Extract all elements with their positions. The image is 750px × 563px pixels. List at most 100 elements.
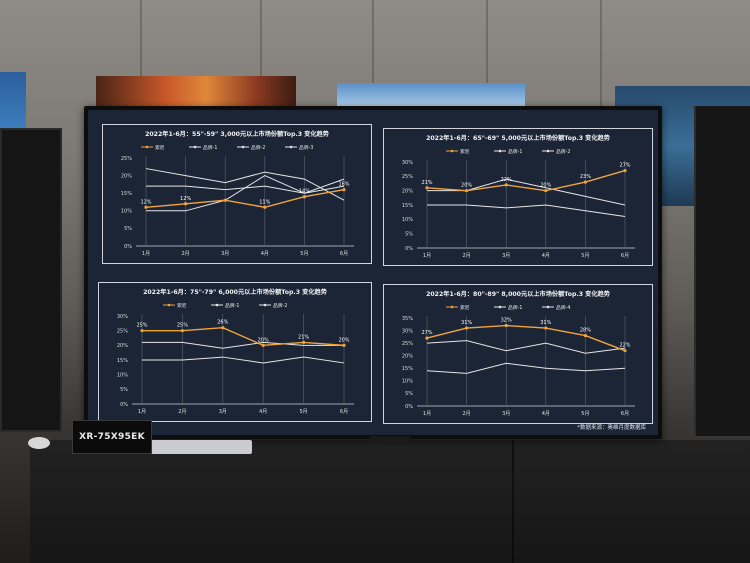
y-tick-label: 10% <box>402 217 413 223</box>
x-tick-label: 5月 <box>581 411 589 417</box>
x-tick-label: 2月 <box>463 411 471 417</box>
data-label: 27% <box>421 330 432 336</box>
series-line <box>426 169 626 192</box>
legend-label: 品牌-2 <box>273 302 287 309</box>
data-label: 25% <box>177 323 188 329</box>
x-tick-label: 2月 <box>463 253 471 259</box>
chart-75-79: 2022年1-6月：75"-79" 6,000元以上市场份额Top.3 变化趋势… <box>98 282 372 422</box>
series-line <box>142 356 345 364</box>
x-tick-label: 6月 <box>340 409 348 415</box>
series-point <box>302 195 306 199</box>
legend-dot <box>215 303 219 307</box>
panel-border <box>383 128 653 266</box>
series-point <box>180 329 184 333</box>
series-line <box>146 175 345 212</box>
x-tick-label: 3月 <box>502 411 510 417</box>
data-label: 14% <box>299 189 310 195</box>
series-point <box>144 205 148 209</box>
y-tick-label: 25% <box>121 156 132 162</box>
panel-border <box>383 284 653 424</box>
y-tick-label: 15% <box>402 203 413 209</box>
chart-panel-4: 2022年1-6月：80"-89" 8,000元以上市场份额Top.3 变化趋势… <box>383 284 653 424</box>
series-point <box>342 343 346 347</box>
chart-title: 2022年1-6月：55"-59" 3,000元以上市场份额Top.3 变化趋势 <box>145 130 330 138</box>
series-line <box>145 168 345 201</box>
y-tick-label: 25% <box>117 328 128 334</box>
series-point <box>504 183 508 187</box>
x-tick-label: 3月 <box>502 253 510 259</box>
chart-title: 2022年1-6月：75"-79" 6,000元以上市场份额Top.3 变化趋势 <box>143 288 328 296</box>
chart-panel-2: 2022年1-6月：65"-69" 5,000元以上市场份额Top.3 变化趋势… <box>383 128 653 266</box>
series-point <box>465 326 469 330</box>
y-tick-label: 30% <box>402 160 413 166</box>
legend-dot <box>241 145 245 149</box>
legend-dot <box>498 149 502 153</box>
series-point <box>221 326 225 330</box>
y-tick-label: 10% <box>402 379 413 385</box>
y-tick-label: 20% <box>117 343 128 349</box>
sky-photo <box>337 83 525 110</box>
legend-label: 品牌-3 <box>299 144 313 151</box>
legend-dot <box>450 305 454 309</box>
data-label: 21% <box>298 334 309 340</box>
series-point <box>583 334 587 338</box>
series-line <box>426 324 626 352</box>
series-line <box>427 204 626 217</box>
data-label: 20% <box>540 183 551 189</box>
table-fold <box>512 440 514 563</box>
data-label: 20% <box>258 337 269 343</box>
series-point <box>342 188 346 192</box>
legend-label: 品牌-4 <box>556 304 570 311</box>
data-label: 12% <box>180 196 191 202</box>
chart-55-59: 2022年1-6月：55"-59" 3,000元以上市场份额Top.3 变化趋势… <box>102 124 372 264</box>
wall-seam <box>486 0 488 120</box>
series-point <box>302 340 306 344</box>
legend-dot <box>193 145 197 149</box>
tv-stand <box>370 436 410 442</box>
x-tick-label: 1月 <box>423 253 431 259</box>
wall-seam <box>140 0 142 120</box>
chart-panel-3: 2022年1-6月：75"-79" 6,000元以上市场份额Top.3 变化趋势… <box>98 282 372 422</box>
series-point <box>140 329 144 333</box>
y-tick-label: 5% <box>405 391 413 397</box>
data-label: 23% <box>580 174 591 180</box>
y-tick-label: 20% <box>402 354 413 360</box>
series-point <box>504 323 508 328</box>
legend-label: 品牌-2 <box>251 144 265 151</box>
data-label: 22% <box>501 177 512 183</box>
legend-label: 品牌-1 <box>508 148 522 155</box>
y-tick-label: 20% <box>402 188 413 194</box>
y-tick-label: 0% <box>405 404 413 410</box>
x-tick-label: 3月 <box>219 409 227 415</box>
y-tick-label: 5% <box>124 226 132 232</box>
series-line <box>426 340 626 354</box>
x-tick-label: 6月 <box>621 253 629 259</box>
legend-dot <box>289 145 293 149</box>
x-tick-label: 1月 <box>138 409 146 415</box>
y-tick-label: 25% <box>402 341 413 347</box>
series-point <box>261 343 265 347</box>
series-point <box>184 202 188 206</box>
y-tick-label: 20% <box>121 173 132 179</box>
side-tv-right <box>694 106 750 436</box>
display-table <box>30 440 750 563</box>
legend-label: 索尼 <box>155 144 165 151</box>
y-tick-label: 0% <box>405 246 413 252</box>
data-label: 22% <box>619 343 630 349</box>
legend-label: 索尼 <box>460 148 470 155</box>
legend-dot <box>498 305 502 309</box>
legend-label: 索尼 <box>460 304 470 311</box>
series-point <box>544 189 548 193</box>
x-tick-label: 5月 <box>300 251 308 257</box>
data-label: 21% <box>421 180 432 186</box>
panel-border <box>98 282 372 422</box>
legend-label: 品牌-1 <box>225 302 239 309</box>
x-tick-label: 5月 <box>300 409 308 415</box>
x-tick-label: 6月 <box>621 411 629 417</box>
speaker-puck <box>28 437 50 449</box>
legend-dot <box>263 303 267 307</box>
data-label: 27% <box>619 163 630 169</box>
series-point <box>425 186 429 190</box>
series-point <box>623 169 627 173</box>
wall-seam <box>600 0 602 120</box>
